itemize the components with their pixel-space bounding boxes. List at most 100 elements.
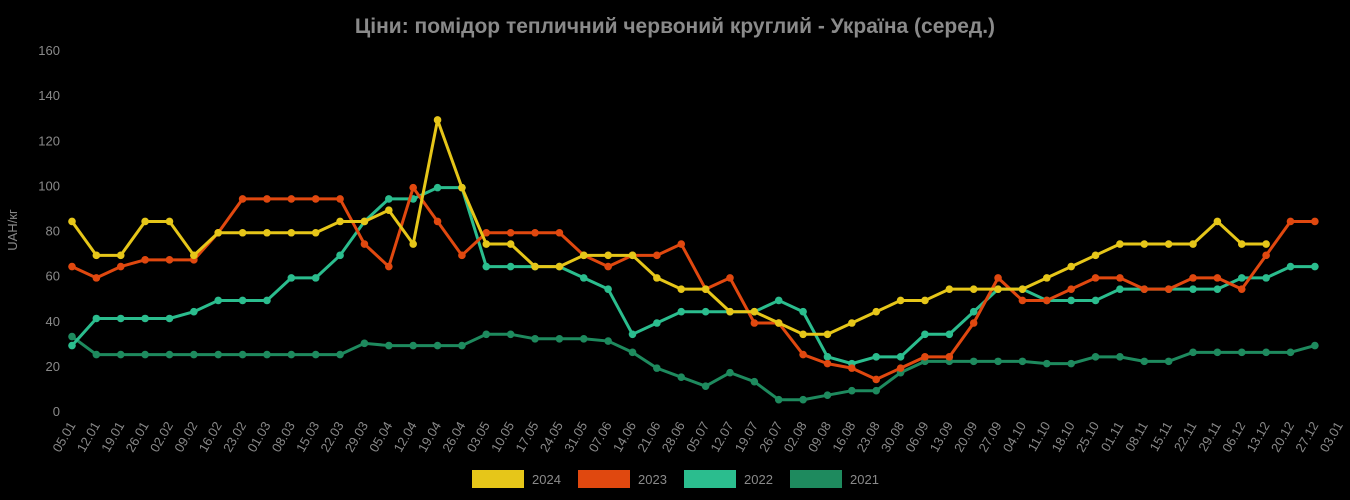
data-point [1116, 274, 1124, 282]
data-point [921, 353, 929, 361]
series-line [71, 332, 1316, 402]
data-point [555, 335, 564, 343]
data-point [1189, 348, 1197, 357]
data-point [969, 319, 978, 327]
data-point [1311, 217, 1319, 226]
data-point [1043, 296, 1051, 305]
x-tick-label: 06.09 [902, 419, 931, 455]
data-point [506, 330, 515, 339]
data-point [433, 183, 442, 192]
data-point [385, 206, 393, 214]
data-point [1213, 217, 1222, 226]
legend-label: 2024 [532, 472, 561, 487]
data-point [336, 251, 344, 260]
data-point [677, 307, 686, 316]
data-point [68, 217, 76, 226]
data-point [311, 228, 320, 237]
data-point [1262, 348, 1270, 357]
data-point [604, 285, 612, 293]
data-point [726, 274, 734, 282]
x-tick-label: 04.10 [1000, 419, 1029, 455]
x-tick-label: 29.03 [342, 419, 371, 455]
y-tick-label: 100 [38, 178, 60, 193]
x-tick-label: 02.08 [780, 419, 809, 455]
data-point [1018, 357, 1027, 366]
data-point [994, 357, 1002, 366]
y-tick-label: 140 [38, 88, 60, 103]
data-point [750, 377, 759, 386]
data-point [872, 307, 881, 316]
data-point [1311, 262, 1319, 271]
data-point [409, 240, 417, 248]
x-tick-label: 06.12 [1219, 419, 1248, 455]
x-tick-label: 17.05 [512, 419, 541, 455]
data-point [701, 307, 710, 316]
data-point [726, 368, 734, 377]
x-tick-label: 27.12 [1292, 419, 1321, 455]
data-point [1286, 217, 1295, 226]
data-point [921, 330, 929, 339]
data-point [872, 353, 881, 361]
x-tick-label: 27.09 [975, 419, 1004, 455]
data-point [531, 262, 539, 271]
data-point [994, 274, 1002, 282]
data-point [1237, 274, 1246, 282]
data-point [482, 228, 491, 237]
data-point [945, 330, 954, 339]
y-tick-label: 0 [53, 404, 60, 419]
data-point [92, 251, 101, 260]
x-tick-label: 14.06 [610, 419, 639, 455]
data-point [238, 296, 247, 305]
data-point [1237, 285, 1246, 293]
data-point [823, 391, 832, 400]
data-point [1237, 348, 1246, 357]
x-tick-label: 05.04 [366, 419, 395, 455]
data-point [1262, 251, 1270, 260]
data-point [604, 262, 612, 271]
x-tick-label: 20.09 [951, 419, 980, 455]
data-point [263, 195, 271, 203]
x-tick-label: 15.03 [293, 419, 322, 455]
data-point [1116, 353, 1124, 361]
data-point [433, 341, 442, 350]
data-point [604, 251, 612, 260]
x-tick-label: 19.07 [732, 419, 761, 455]
data-point [872, 386, 881, 395]
data-point [896, 353, 905, 361]
data-point [945, 353, 954, 361]
data-point [1018, 296, 1027, 305]
data-point [68, 332, 76, 341]
x-tick-label: 05.01 [49, 419, 78, 455]
data-point [1286, 348, 1295, 357]
data-point [482, 330, 491, 339]
data-point [1189, 285, 1197, 293]
y-tick-label: 60 [46, 269, 60, 284]
data-point [263, 350, 271, 359]
x-tick-label: 23.02 [220, 419, 249, 455]
data-point [385, 262, 393, 271]
data-point [141, 217, 149, 226]
data-point [1140, 240, 1149, 248]
data-point [68, 341, 76, 350]
data-point [823, 359, 832, 368]
data-point [141, 256, 149, 264]
data-point [409, 341, 417, 350]
data-point [92, 314, 101, 323]
y-tick-label: 20 [46, 359, 60, 374]
x-tick-label: 25.10 [1073, 419, 1102, 455]
data-point [628, 348, 637, 357]
data-point [799, 395, 807, 404]
data-point [653, 319, 661, 327]
data-point [287, 228, 296, 237]
data-point [1091, 353, 1100, 361]
data-point [385, 341, 393, 350]
x-tick-label: 30.08 [878, 419, 907, 455]
data-point [531, 335, 539, 343]
data-point [774, 395, 783, 404]
data-point [1140, 285, 1149, 293]
x-tick-label: 08.11 [1122, 419, 1151, 454]
data-point [774, 319, 783, 327]
data-point [579, 274, 588, 282]
x-tick-label: 19.01 [98, 419, 127, 455]
